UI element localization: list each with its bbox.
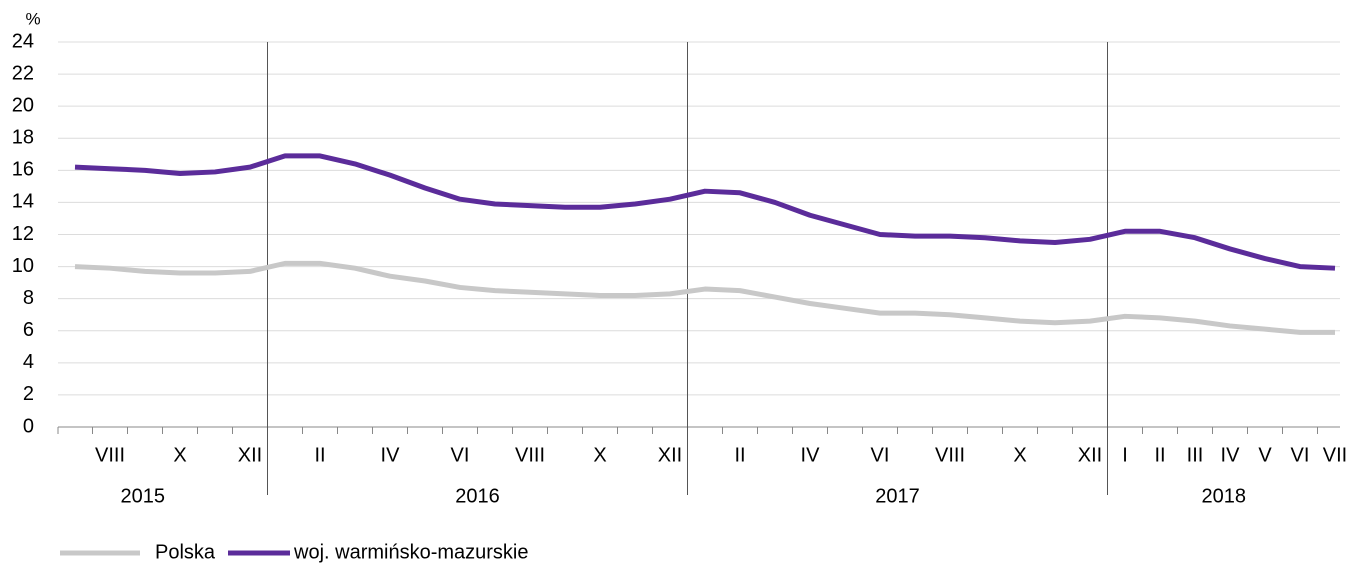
x-tick-label: X [593,444,606,466]
y-tick-label: 10 [12,255,34,277]
y-tick-label: 6 [23,319,34,341]
x-tick-label: XII [1078,444,1102,466]
x-tick-label: IV [801,444,821,466]
year-label: 2015 [121,485,166,507]
x-tick-label: VI [871,444,890,466]
x-tick-label: VI [451,444,470,466]
x-tick-label: VIII [95,444,125,466]
x-tick-label: VII [1323,444,1347,466]
x-tick-label: X [173,444,186,466]
y-tick-label: 18 [12,127,34,149]
x-tick-label: X [1013,444,1026,466]
y-tick-label: 14 [12,191,34,213]
x-tick-label: II [314,444,325,466]
x-tick-label: XII [238,444,262,466]
x-tick-label: VIII [935,444,965,466]
x-tick-label: V [1258,444,1272,466]
year-label: 2017 [875,485,920,507]
y-tick-label: 8 [23,287,34,309]
x-tick-label: XII [658,444,682,466]
legend-label: Polska [155,541,216,563]
y-tick-label: 4 [23,351,34,373]
y-tick-label: 20 [12,94,34,116]
y-unit: % [25,9,40,28]
series-line [74,260,1335,335]
legend-label: woj. warmińsko-mazurskie [293,541,529,563]
x-tick-label: II [734,444,745,466]
y-tick-label: 0 [23,415,34,437]
y-tick-label: 2 [23,383,34,405]
y-tick-label: 22 [12,62,34,84]
year-label: 2018 [1202,485,1247,507]
x-tick-label: VI [1291,444,1310,466]
y-tick-label: 12 [12,223,34,245]
y-tick-label: 24 [12,30,34,52]
x-tick-label: II [1154,444,1165,466]
x-tick-label: VIII [515,444,545,466]
x-tick-label: I [1122,444,1128,466]
x-tick-label: IV [1221,444,1241,466]
y-tick-label: 16 [12,159,34,181]
x-tick-label: III [1187,444,1204,466]
year-label: 2016 [455,485,500,507]
series-line [74,153,1336,271]
x-tick-label: IV [381,444,401,466]
